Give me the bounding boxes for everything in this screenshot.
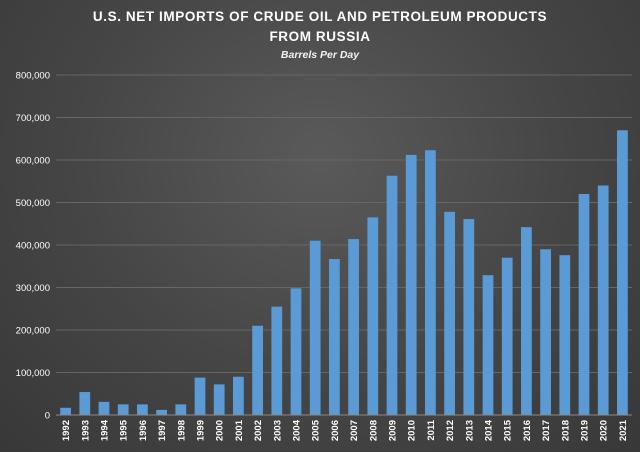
- bar: [290, 288, 302, 415]
- bar: [271, 306, 283, 415]
- x-tick-label: 2016: [522, 420, 533, 441]
- bar: [233, 376, 244, 415]
- bar: [617, 130, 628, 415]
- bar: [252, 325, 263, 415]
- x-tick-label: 2007: [349, 420, 360, 441]
- bar: [578, 194, 590, 415]
- bar: [213, 384, 225, 415]
- x-tick-label: 2003: [272, 420, 283, 441]
- bar: [540, 249, 551, 415]
- bar: [156, 409, 167, 415]
- x-tick-label: 1995: [119, 419, 130, 441]
- bar: [521, 227, 532, 415]
- x-tick-label: 2010: [407, 420, 418, 441]
- bar: [329, 259, 340, 415]
- y-tick-label: 300,000: [16, 283, 50, 294]
- x-tick-label: 2020: [599, 420, 610, 441]
- y-tick-label: 800,000: [16, 71, 50, 82]
- bar: [60, 407, 71, 415]
- x-tick-label: 2014: [484, 419, 495, 441]
- y-tick-label: 0: [45, 411, 50, 422]
- x-tick-label: 1994: [100, 419, 111, 441]
- x-tick-label: 1992: [61, 420, 72, 441]
- y-tick-label: 500,000: [16, 198, 50, 209]
- x-tick-label: 2018: [560, 420, 571, 441]
- x-tick-label: 1998: [176, 420, 187, 441]
- y-tick-label: 700,000: [16, 113, 50, 124]
- x-tick-label: 2013: [464, 420, 475, 441]
- x-tick-label: 2000: [215, 420, 226, 441]
- bar: [194, 377, 206, 415]
- x-tick-label: 2015: [503, 419, 514, 441]
- y-tick-label: 200,000: [16, 326, 50, 337]
- x-tick-label: 2017: [541, 420, 552, 441]
- bar: [444, 211, 455, 415]
- x-tick-label: 1996: [138, 420, 149, 441]
- bar: [367, 217, 379, 415]
- x-tick-label: 2019: [580, 420, 591, 441]
- x-tick-label: 1997: [157, 420, 168, 441]
- x-tick-label: 2008: [368, 420, 379, 441]
- bar: [98, 401, 110, 415]
- x-tick-label: 2005: [311, 419, 322, 441]
- x-tick-label: 1993: [80, 420, 91, 441]
- x-tick-label: 2021: [618, 419, 629, 441]
- x-tick-label: 2001: [234, 419, 245, 441]
- bar: [137, 404, 148, 415]
- y-tick-label: 100,000: [16, 368, 50, 379]
- bar: [405, 154, 417, 415]
- x-tick-label: 2006: [330, 420, 341, 441]
- bar: [79, 392, 91, 415]
- y-tick-label: 400,000: [16, 241, 50, 252]
- chart-title-line2: FROM RUSSIA: [269, 29, 371, 44]
- x-tick-label: 2011: [426, 419, 437, 440]
- bar: [501, 257, 513, 415]
- x-tick-label: 2002: [253, 420, 264, 441]
- bar: [597, 185, 609, 415]
- chart-subtitle: Barrels Per Day: [280, 49, 360, 61]
- bar: [482, 275, 494, 415]
- y-tick-label: 600,000: [16, 156, 50, 167]
- bar: [348, 239, 359, 415]
- bar: [309, 240, 321, 415]
- chart-title: U.S. NET IMPORTS OF CRUDE OIL AND PETROL…: [92, 9, 548, 24]
- bar: [425, 150, 436, 415]
- bar: [117, 404, 129, 415]
- x-tick-label: 2004: [292, 419, 303, 441]
- bar: [386, 175, 398, 415]
- x-tick-label: 2012: [445, 420, 456, 441]
- x-tick-label: 1999: [196, 420, 207, 441]
- bar: [463, 219, 475, 415]
- bar: [559, 255, 571, 415]
- bar: [175, 404, 187, 415]
- x-tick-label: 2009: [388, 420, 399, 441]
